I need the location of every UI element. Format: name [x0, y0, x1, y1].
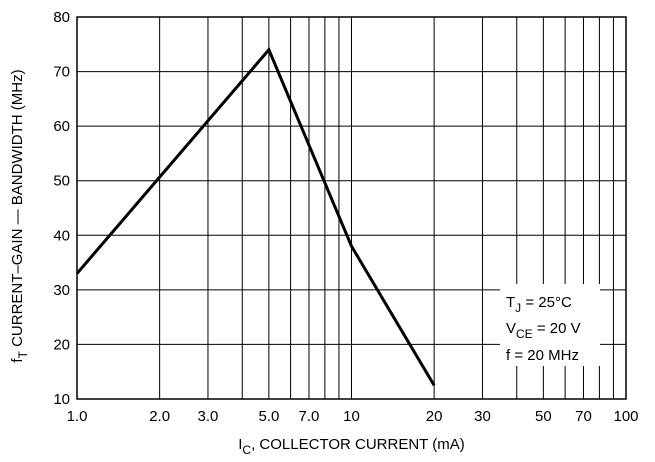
x-tick-label: 100 [613, 408, 638, 425]
y-tick-label: 50 [53, 173, 70, 190]
annotation-tj: TJ = 25°C [506, 294, 572, 315]
y-tick-labels: 10 20 30 40 50 60 70 80 [53, 9, 70, 408]
x-tick-label: 1.0 [67, 408, 88, 425]
y-tick-label: 30 [53, 282, 70, 299]
x-tick-label: 5.0 [258, 408, 279, 425]
series-line [75, 46, 436, 387]
annotation-box: TJ = 25°C VCE = 20 V f = 20 MHz [500, 284, 600, 366]
x-tick-label: 2.0 [149, 408, 170, 425]
y-tick-label: 20 [53, 336, 70, 353]
y-tick-label: 40 [53, 227, 70, 244]
annotation-freq: f = 20 MHz [506, 347, 579, 364]
y-tick-label: 60 [53, 118, 70, 135]
plot-frame [76, 16, 627, 400]
series-layer [75, 46, 436, 387]
x-tick-label: 30 [474, 408, 491, 425]
x-tick-label: 20 [426, 408, 443, 425]
x-tick-label: 70 [575, 408, 592, 425]
x-tick-label: 7.0 [299, 408, 320, 425]
x-tick-labels: 1.0 2.0 3.0 5.0 7.0 10 20 30 50 70 100 [67, 408, 639, 425]
y-tick-label: 70 [53, 64, 70, 81]
x-tick-label: 10 [343, 408, 360, 425]
y-axis-label: fT CURRENT–GAIN — BANDWIDTH (MHz) [9, 69, 30, 362]
x-tick-label: 50 [535, 408, 552, 425]
x-tick-label: 3.0 [198, 408, 219, 425]
x-axis-label: IC, COLLECTOR CURRENT (mA) [238, 436, 464, 457]
annotation-vce: VCE = 20 V [506, 320, 581, 341]
y-tick-label: 10 [53, 391, 70, 408]
annotation-background [500, 284, 600, 366]
y-tick-label: 80 [53, 9, 70, 26]
